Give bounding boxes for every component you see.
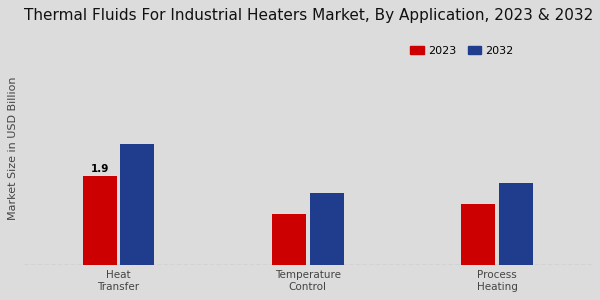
Bar (272, 214, 306, 265)
Bar (83, 176, 116, 265)
Text: Thermal Fluids For Industrial Heaters Market, By Application, 2023 & 2032: Thermal Fluids For Industrial Heaters Ma… (24, 8, 593, 23)
Text: 1.9: 1.9 (91, 164, 109, 174)
Bar (310, 193, 344, 265)
Bar (121, 144, 154, 265)
Bar (499, 183, 533, 265)
Bar (461, 204, 495, 265)
Y-axis label: Market Size in USD Billion: Market Size in USD Billion (8, 76, 19, 220)
Legend: 2023, 2032: 2023, 2032 (406, 42, 518, 61)
